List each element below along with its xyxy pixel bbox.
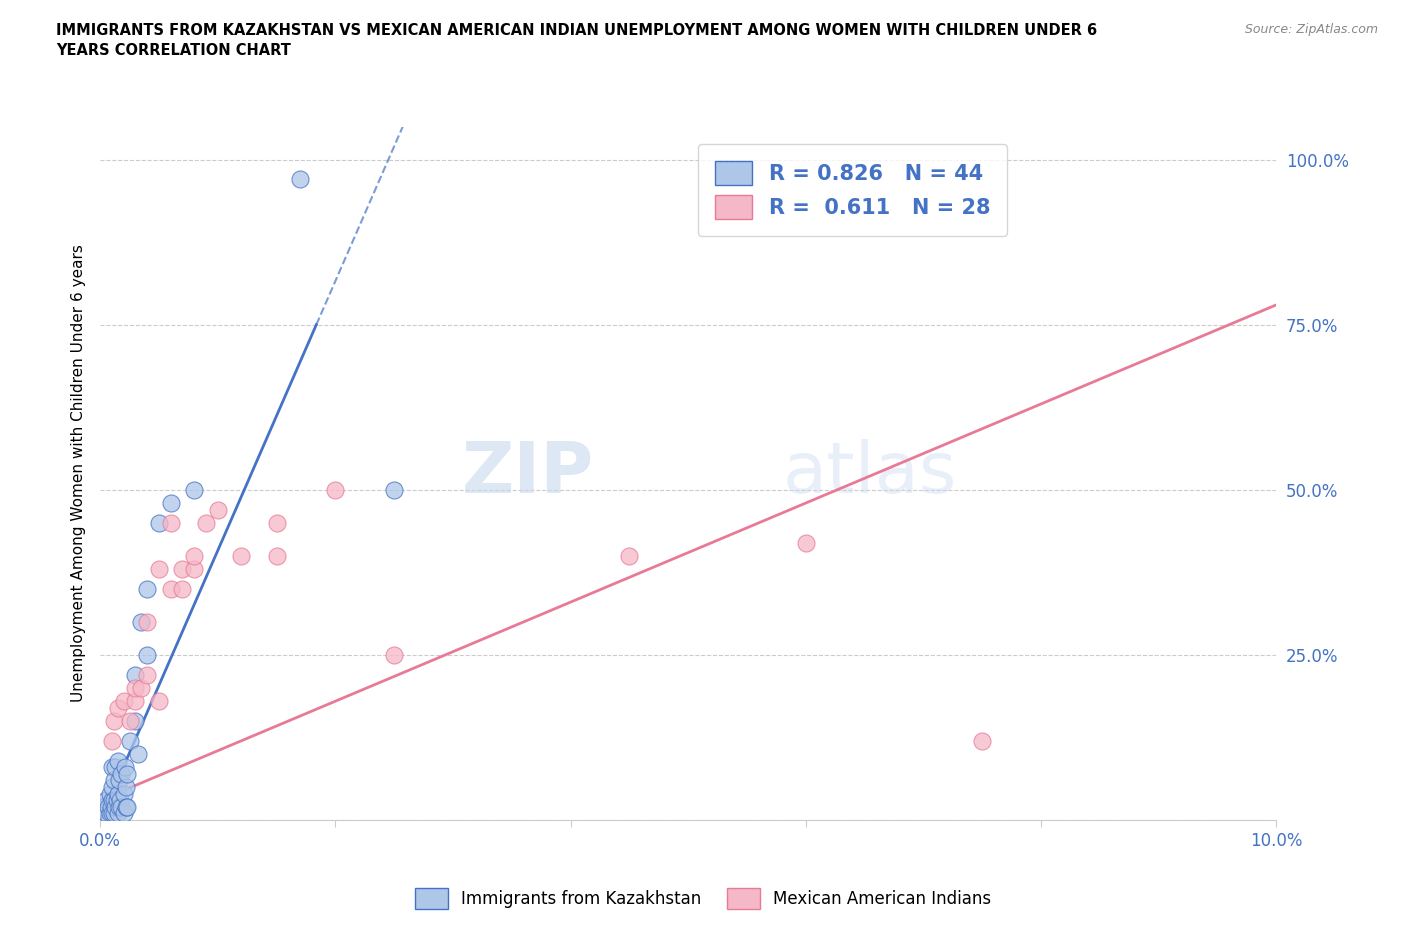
Point xyxy=(159,581,181,596)
Point xyxy=(112,786,135,801)
Point xyxy=(98,786,121,801)
Point xyxy=(115,766,138,781)
Point xyxy=(194,515,217,530)
Point xyxy=(107,806,129,821)
Point xyxy=(231,549,253,564)
Text: atlas: atlas xyxy=(782,439,956,508)
Point xyxy=(101,793,124,808)
Point xyxy=(101,734,124,749)
Point xyxy=(115,800,138,815)
Point xyxy=(93,800,115,815)
Point xyxy=(112,694,135,709)
Point xyxy=(110,766,132,781)
Point xyxy=(148,694,170,709)
Point xyxy=(94,793,117,808)
Point xyxy=(107,753,129,768)
Point xyxy=(159,496,181,511)
Point xyxy=(107,700,129,715)
Point xyxy=(323,483,346,498)
Point xyxy=(159,515,181,530)
Point xyxy=(101,779,124,794)
Point xyxy=(183,483,205,498)
Point xyxy=(183,549,205,564)
Point xyxy=(266,515,288,530)
Point xyxy=(129,681,152,696)
Legend: R = 0.826   N = 44, R =  0.611   N = 28: R = 0.826 N = 44, R = 0.611 N = 28 xyxy=(697,144,1007,236)
Point xyxy=(266,549,288,564)
Point xyxy=(619,549,641,564)
Point xyxy=(207,502,229,517)
Point xyxy=(100,800,122,815)
Point xyxy=(124,713,146,728)
Point xyxy=(115,800,138,815)
Point xyxy=(115,779,138,794)
Point xyxy=(183,562,205,577)
Legend: Immigrants from Kazakhstan, Mexican American Indians: Immigrants from Kazakhstan, Mexican Amer… xyxy=(406,880,1000,917)
Point xyxy=(103,793,125,808)
Point xyxy=(127,747,149,762)
Point xyxy=(972,734,994,749)
Point xyxy=(101,806,124,821)
Point xyxy=(136,647,159,662)
Point xyxy=(107,786,129,801)
Point xyxy=(97,800,120,815)
Point xyxy=(172,562,194,577)
Point xyxy=(382,647,405,662)
Point xyxy=(124,681,146,696)
Point xyxy=(118,734,141,749)
Point xyxy=(103,806,125,821)
Text: Source: ZipAtlas.com: Source: ZipAtlas.com xyxy=(1244,23,1378,36)
Point xyxy=(124,668,146,683)
Point xyxy=(148,562,170,577)
Point xyxy=(129,615,152,630)
Point xyxy=(794,536,817,551)
Point xyxy=(104,800,127,815)
Point xyxy=(103,713,125,728)
Point xyxy=(136,615,159,630)
Point xyxy=(104,760,127,775)
Y-axis label: Unemployment Among Women with Children Under 6 years: Unemployment Among Women with Children U… xyxy=(72,245,86,702)
Point xyxy=(382,483,405,498)
Point xyxy=(108,800,131,815)
Point xyxy=(103,773,125,788)
Point xyxy=(108,773,131,788)
Point xyxy=(288,172,311,187)
Point xyxy=(118,713,141,728)
Point xyxy=(108,793,131,808)
Point xyxy=(136,668,159,683)
Point xyxy=(98,806,121,821)
Point xyxy=(124,694,146,709)
Point xyxy=(112,806,135,821)
Point xyxy=(110,800,132,815)
Point xyxy=(172,581,194,596)
Text: IMMIGRANTS FROM KAZAKHSTAN VS MEXICAN AMERICAN INDIAN UNEMPLOYMENT AMONG WOMEN W: IMMIGRANTS FROM KAZAKHSTAN VS MEXICAN AM… xyxy=(56,23,1097,58)
Point xyxy=(105,793,128,808)
Point xyxy=(148,515,170,530)
Point xyxy=(101,760,124,775)
Point xyxy=(94,806,117,821)
Point xyxy=(136,581,159,596)
Text: ZIP: ZIP xyxy=(461,439,595,508)
Point xyxy=(114,760,136,775)
